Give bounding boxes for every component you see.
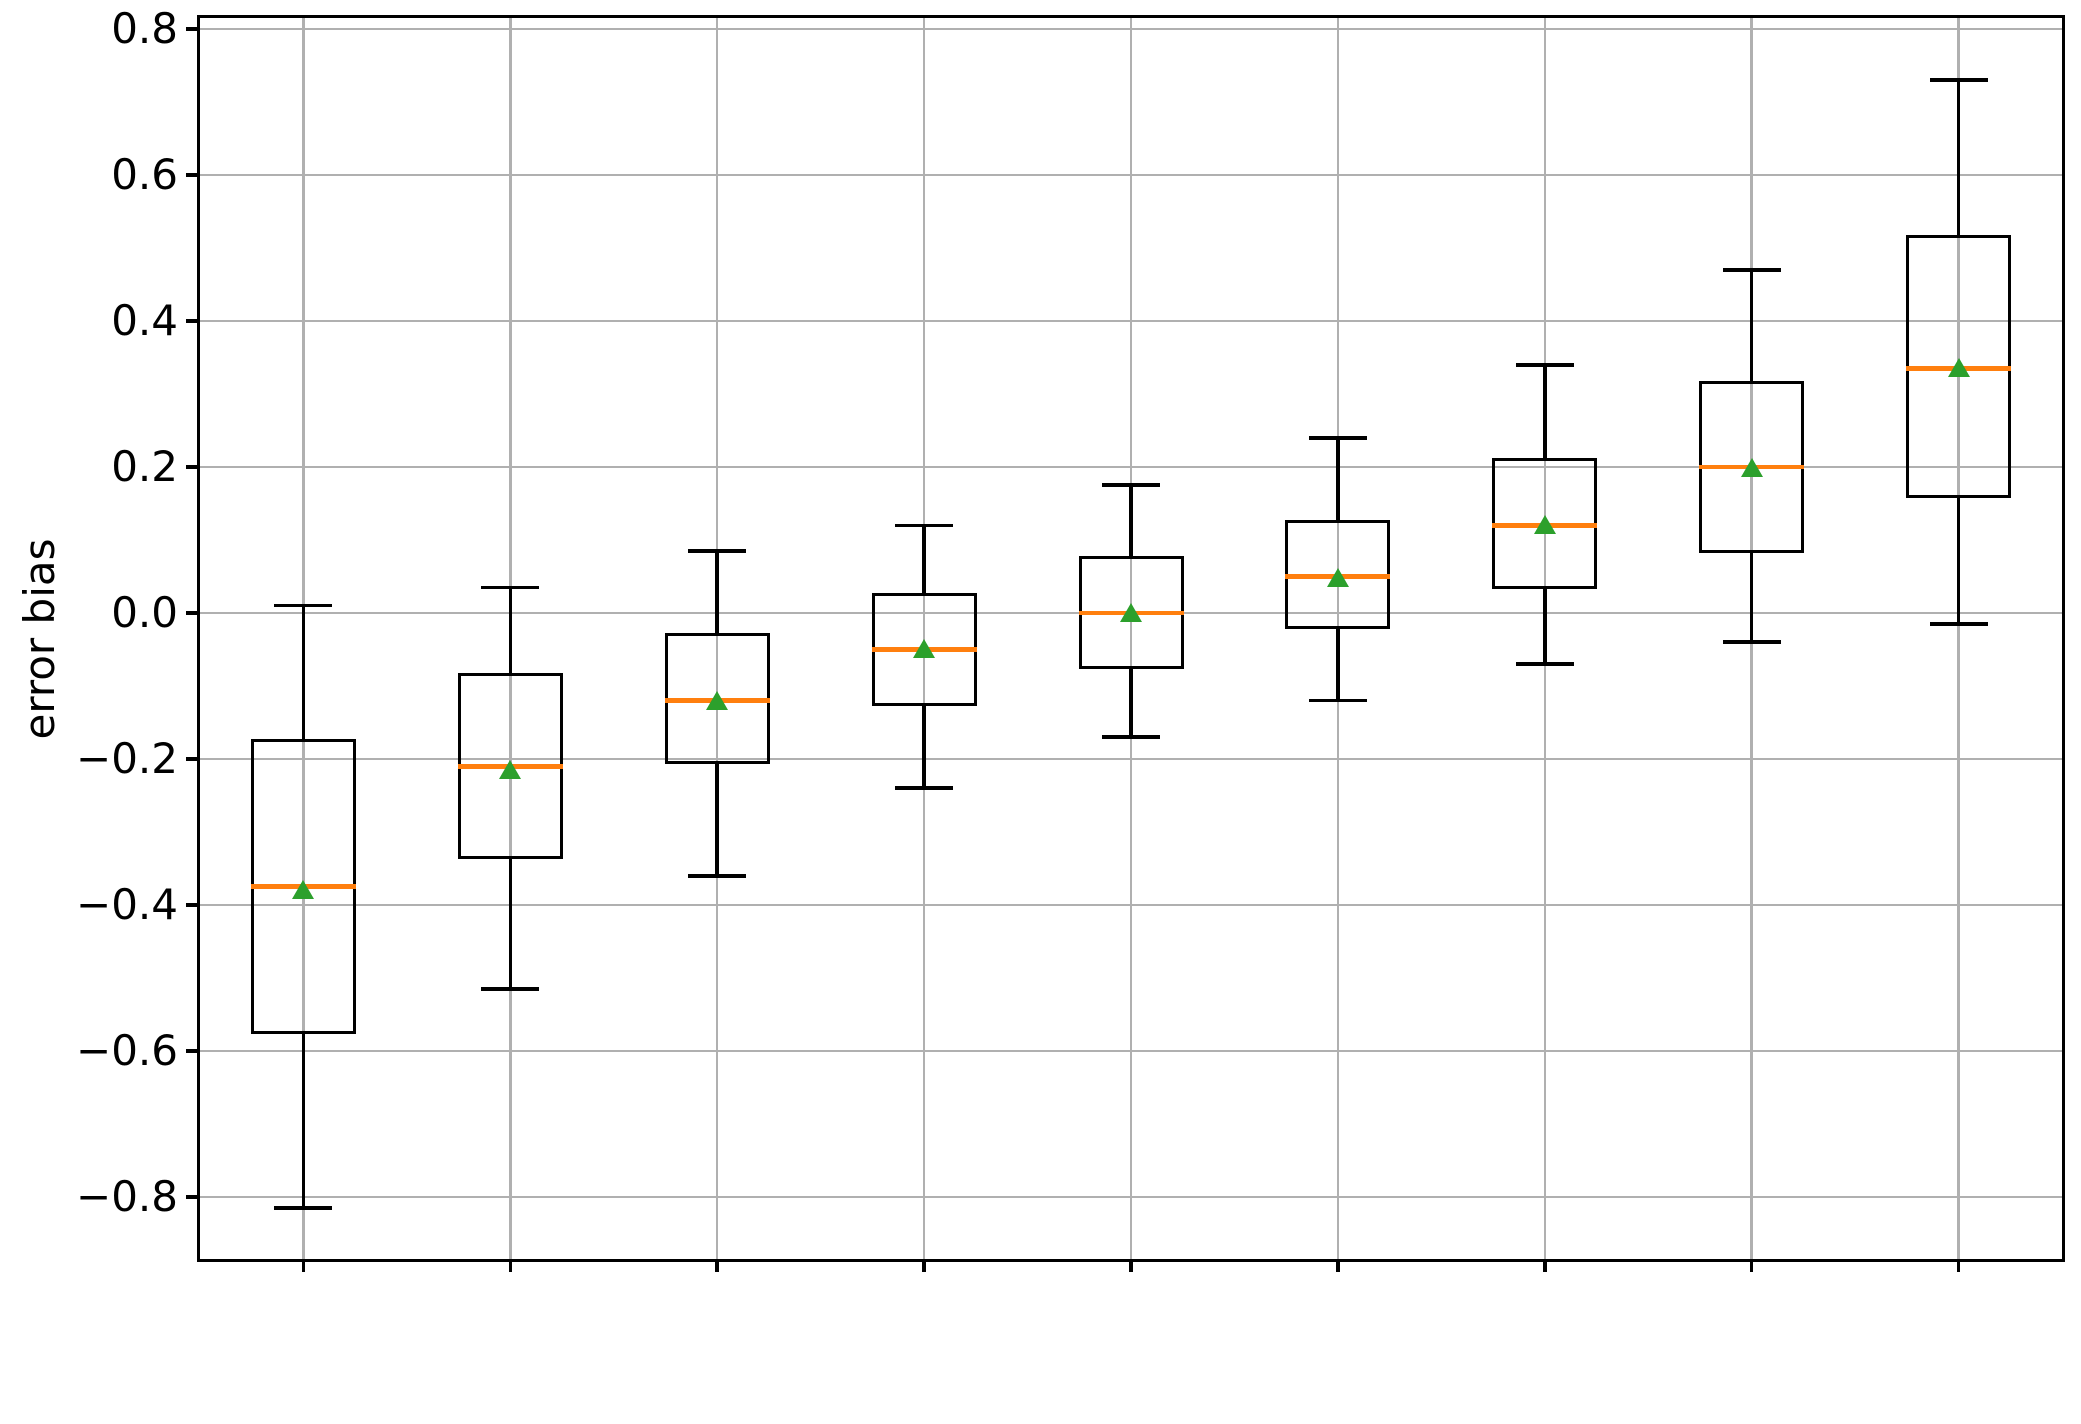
whisker-cap-upper xyxy=(1929,78,1988,82)
whisker-lower xyxy=(1749,550,1754,643)
whisker-cap-upper xyxy=(481,585,540,590)
x-tick-mark xyxy=(715,1259,719,1272)
whisker-upper xyxy=(508,587,513,675)
whisker-cap-lower xyxy=(688,874,747,878)
whisker-upper xyxy=(1336,437,1340,522)
x-tick-mark xyxy=(1956,1259,1961,1272)
mean-marker xyxy=(292,880,315,900)
mean-marker xyxy=(706,690,729,710)
y-tick-mark xyxy=(186,465,200,469)
whisker-cap-lower xyxy=(481,987,540,991)
mean-marker xyxy=(913,639,936,659)
whisker-cap-lower xyxy=(1515,662,1574,666)
v-gridline xyxy=(1129,18,1133,1259)
x-tick-mark xyxy=(1749,1259,1754,1272)
mean-marker xyxy=(1533,515,1556,535)
x-tick-mark xyxy=(922,1259,926,1272)
whisker-cap-upper xyxy=(688,549,747,553)
whisker-lower xyxy=(1336,627,1340,701)
whisker-lower xyxy=(1543,587,1547,665)
x-tick-mark xyxy=(508,1259,513,1272)
y-tick-label: −0.6 xyxy=(76,1025,178,1075)
mean-marker xyxy=(1326,567,1349,587)
y-tick-label: 0.4 xyxy=(111,295,178,345)
y-tick-mark xyxy=(186,1049,200,1053)
y-tick-label: 0.8 xyxy=(111,3,178,53)
y-tick-mark xyxy=(186,757,200,761)
y-tick-mark xyxy=(186,611,200,615)
whisker-cap-upper xyxy=(1515,363,1574,367)
y-tick-label: −0.4 xyxy=(76,879,178,929)
x-tick-mark xyxy=(1129,1259,1133,1272)
x-tick-mark xyxy=(1543,1259,1547,1272)
whisker-cap-lower xyxy=(1308,698,1367,703)
whisker-cap-upper xyxy=(274,603,333,608)
y-axis-title: error bias xyxy=(15,538,64,739)
v-gridline xyxy=(1957,18,1960,1259)
mean-marker xyxy=(1120,602,1142,622)
y-tick-label: −0.8 xyxy=(76,1171,178,1221)
mean-marker xyxy=(1740,458,1763,478)
y-tick-label: 0.6 xyxy=(111,149,178,199)
whisker-upper xyxy=(1749,269,1754,383)
whisker-cap-upper xyxy=(1722,268,1781,272)
whisker-cap-upper xyxy=(895,523,954,528)
whisker-lower xyxy=(508,857,513,989)
whisker-lower xyxy=(715,762,719,876)
whisker-cap-upper xyxy=(1308,436,1367,440)
whisker-upper xyxy=(715,550,719,635)
whisker-cap-lower xyxy=(1102,735,1160,739)
y-tick-mark xyxy=(186,173,200,177)
y-tick-label: 0.0 xyxy=(111,587,178,637)
whisker-upper xyxy=(301,605,306,741)
whisker-lower xyxy=(1129,667,1133,738)
whisker-upper xyxy=(1543,364,1547,460)
whisker-lower xyxy=(301,1032,306,1208)
whisker-cap-lower xyxy=(895,786,954,790)
whisker-lower xyxy=(922,704,926,789)
whisker-upper xyxy=(1129,485,1133,559)
y-tick-label: 0.2 xyxy=(111,441,178,491)
y-tick-mark xyxy=(186,319,200,323)
x-tick-mark xyxy=(301,1259,306,1272)
mean-marker xyxy=(499,759,522,779)
y-tick-mark xyxy=(186,903,200,907)
y-tick-label: −0.2 xyxy=(76,733,178,783)
whisker-cap-upper xyxy=(1102,483,1160,487)
whisker-lower xyxy=(1956,496,1961,624)
y-tick-mark xyxy=(186,1195,200,1199)
y-tick-mark xyxy=(186,27,200,31)
whisker-cap-lower xyxy=(1722,640,1781,644)
mean-marker xyxy=(1947,358,1970,378)
v-gridline xyxy=(922,18,926,1259)
v-gridline xyxy=(715,18,719,1259)
whisker-upper xyxy=(1956,80,1961,237)
whisker-upper xyxy=(922,525,926,595)
whisker-cap-lower xyxy=(1929,622,1988,626)
whisker-cap-lower xyxy=(274,1206,333,1210)
x-tick-mark xyxy=(1336,1259,1340,1272)
